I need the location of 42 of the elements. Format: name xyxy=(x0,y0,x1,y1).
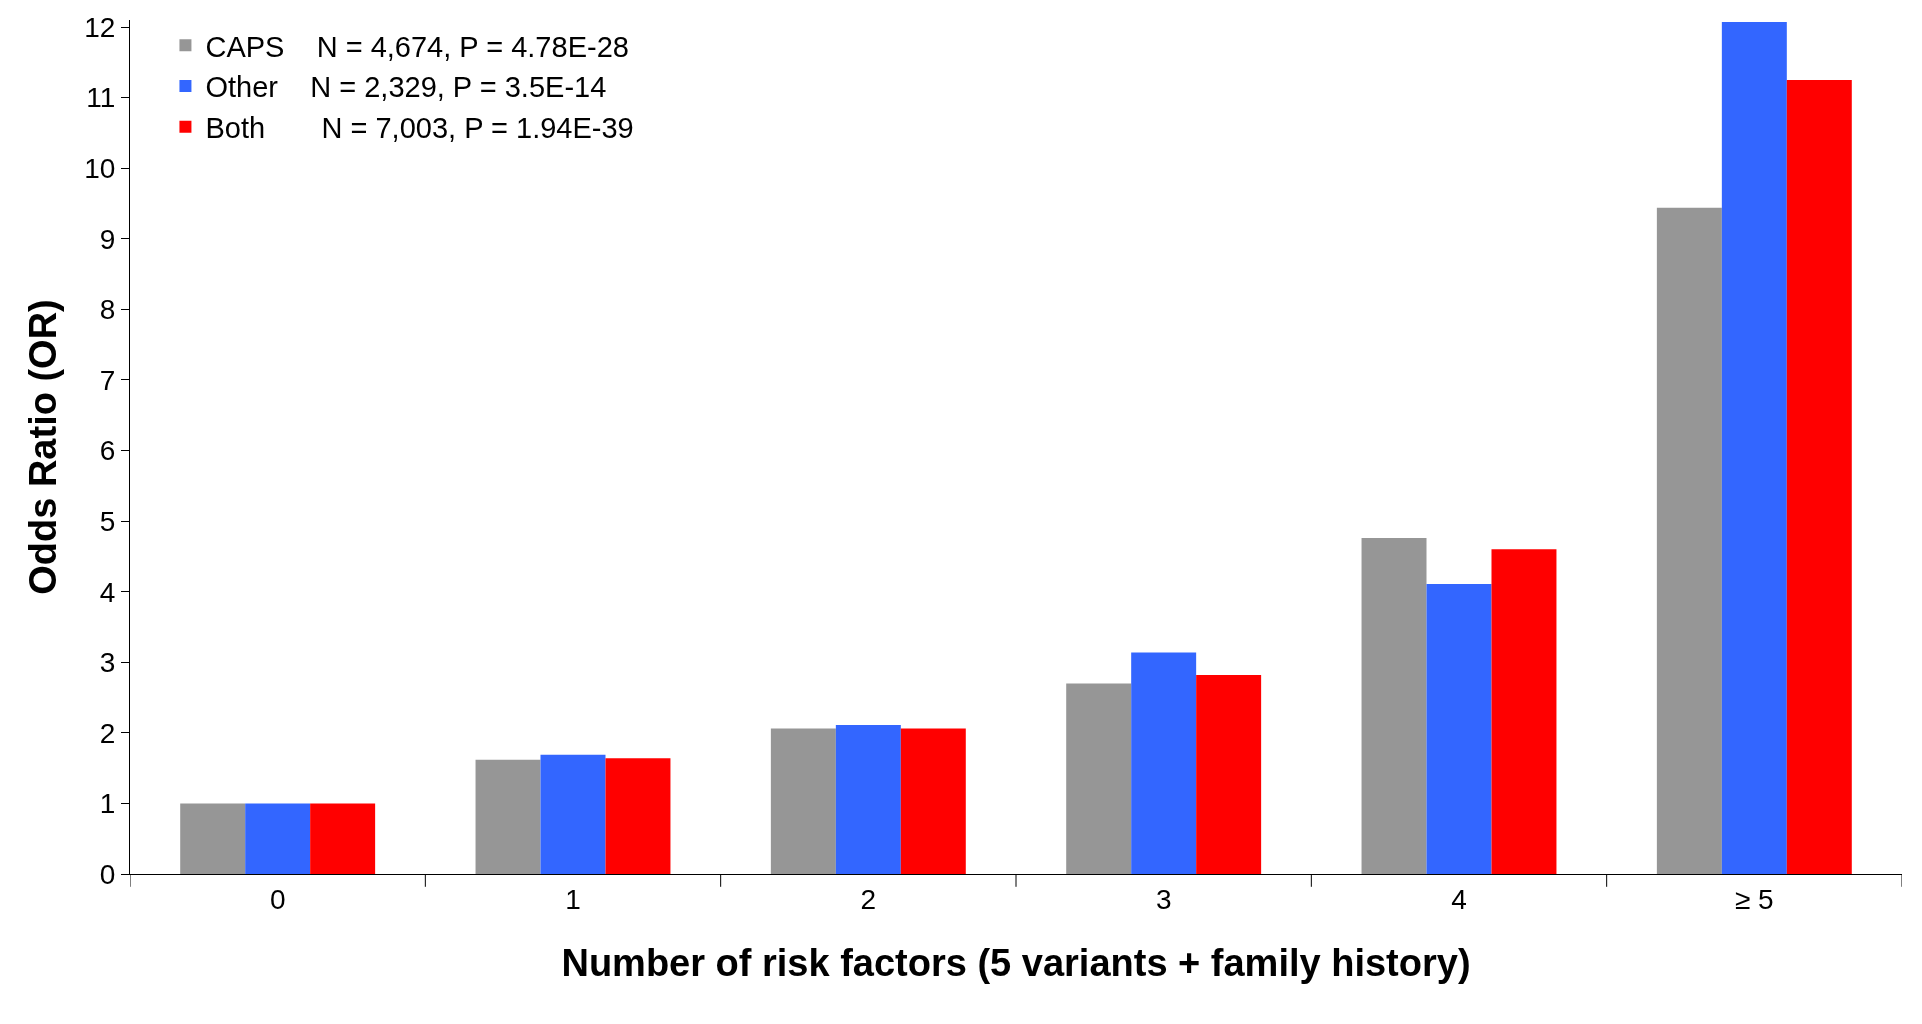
x-tick-label: 2 xyxy=(860,883,877,915)
y-tick-label: 9 xyxy=(99,223,116,255)
bar xyxy=(180,803,246,874)
bar xyxy=(900,728,966,874)
y-tick-label: 6 xyxy=(99,435,116,467)
bar xyxy=(1426,583,1492,874)
x-tick-label: 3 xyxy=(1155,883,1172,915)
bar xyxy=(310,803,376,874)
y-tick-label: 1 xyxy=(99,788,116,820)
x-tick-label: 1 xyxy=(565,883,581,915)
x-tick-label: 4 xyxy=(1451,883,1467,915)
bar xyxy=(1721,22,1787,874)
legend-label: Both N = 7,003, P = 1.94E-39 xyxy=(205,112,634,145)
legend-label: Other N = 2,329, P = 3.5E-14 xyxy=(205,71,607,104)
y-tick-label: 3 xyxy=(99,647,116,679)
bar xyxy=(1131,652,1197,874)
y-tick-label: 11 xyxy=(86,82,116,114)
bar xyxy=(475,759,541,874)
x-tick-label: ≥ 5 xyxy=(1734,883,1774,915)
bar xyxy=(1196,674,1262,874)
y-tick-label: 12 xyxy=(84,11,116,43)
y-tick-label: 7 xyxy=(99,364,116,396)
y-tick-label: 4 xyxy=(99,576,116,608)
bar xyxy=(605,758,671,874)
y-tick-label: 5 xyxy=(99,505,116,537)
bar xyxy=(245,803,311,874)
x-tick-label: 0 xyxy=(269,883,286,915)
y-tick-label: 0 xyxy=(99,858,116,890)
bar xyxy=(540,754,606,874)
bar xyxy=(1656,207,1722,874)
bar xyxy=(1491,549,1557,874)
y-tick-label: 10 xyxy=(84,153,116,185)
bar xyxy=(1361,538,1427,874)
bar xyxy=(770,728,836,874)
bar xyxy=(1066,683,1132,874)
bar xyxy=(1786,79,1852,874)
y-tick-label: 8 xyxy=(99,294,116,326)
y-axis-title: Odds Ratio (OR) xyxy=(22,299,65,595)
y-tick-label: 2 xyxy=(99,717,116,749)
x-axis-title: Number of risk factors (5 variants + family history) xyxy=(561,941,1471,984)
legend-label: CAPS N = 4,674, P = 4.78E-28 xyxy=(205,30,629,63)
bar xyxy=(835,725,901,874)
